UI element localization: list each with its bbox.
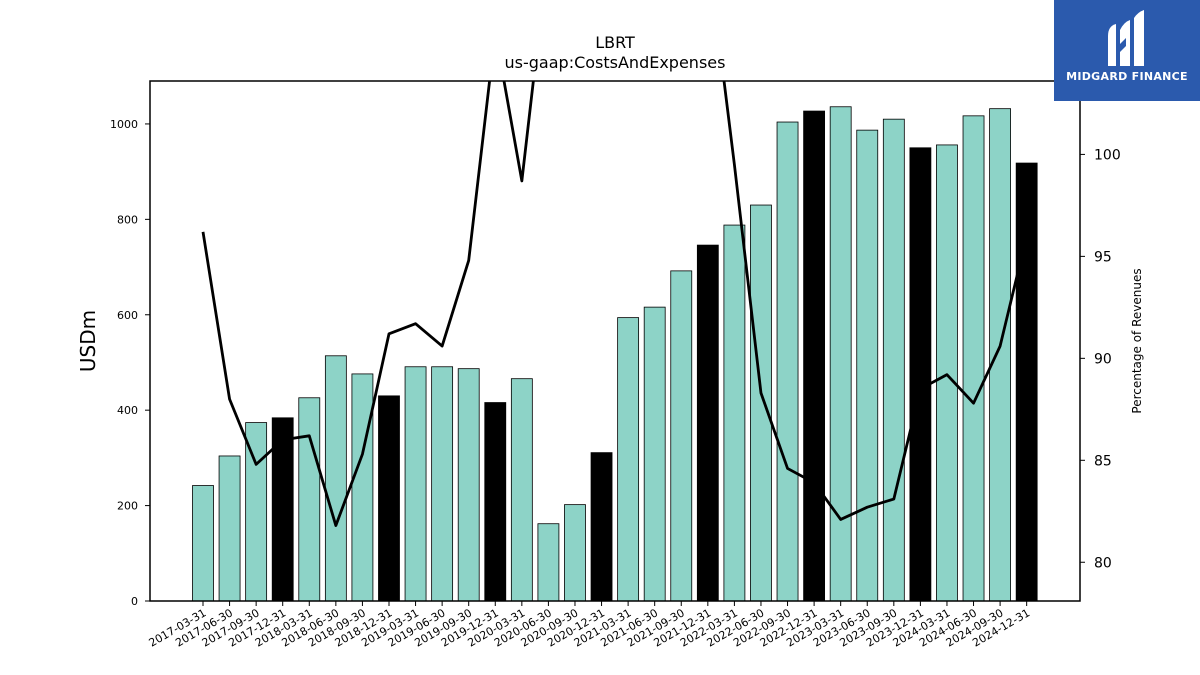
bar-2020-12-31 (590, 452, 613, 602)
bar-2023-03-31 (829, 106, 852, 602)
y2-tick-label: 90 (1094, 351, 1112, 367)
y2-tick-label: 85 (1094, 453, 1112, 469)
y-tick-label: 400 (117, 404, 138, 417)
bar-2023-09-30 (882, 118, 905, 602)
brand-logo: MIDGARD FINANCE (1054, 0, 1200, 101)
midgard-logo-icon (1108, 10, 1144, 66)
bar-2017-03-31 (192, 485, 214, 602)
bar-2022-12-31 (803, 110, 826, 602)
bar-2021-06-30 (643, 306, 666, 602)
bar-2021-03-31 (617, 317, 640, 602)
bar-2020-03-31 (510, 378, 533, 602)
bar-2018-06-30 (324, 355, 347, 602)
bar-2020-09-30 (564, 504, 586, 602)
bar-2019-03-31 (404, 366, 427, 602)
bar-2020-06-30 (537, 523, 560, 602)
bar-2019-12-31 (484, 402, 507, 602)
plot-frame (149, 80, 1081, 602)
bar-2018-09-30 (351, 373, 374, 602)
bar-2022-06-30 (750, 204, 772, 602)
y2-tick-label: 80 (1094, 555, 1112, 571)
bar-2024-09-30 (989, 108, 1011, 602)
bar-2022-09-30 (776, 121, 799, 602)
bar-2024-12-31 (1015, 162, 1038, 602)
y-tick-label: 600 (117, 309, 138, 322)
y-tick-label: 0 (131, 595, 138, 608)
bar-2024-03-31 (936, 144, 958, 602)
bar-2021-12-31 (696, 244, 719, 602)
bar-2024-06-30 (962, 115, 985, 602)
y2-axis-label: Percentage of Revenues (1130, 268, 1144, 413)
bar-2018-12-31 (378, 395, 400, 602)
percentage-line (201, 81, 1029, 527)
bar-2023-06-30 (856, 129, 879, 602)
bar-2023-12-31 (909, 147, 932, 602)
y-axis-label: USDm (76, 310, 100, 372)
chart-subtitle: us-gaap:CostsAndExpenses (505, 53, 726, 72)
bar-2019-06-30 (431, 366, 454, 602)
bar-2021-09-30 (670, 270, 693, 602)
bar-2017-06-30 (218, 455, 241, 602)
bar-2018-03-31 (298, 397, 321, 602)
y-tick-label: 800 (117, 213, 138, 226)
y-tick-label: 200 (117, 500, 138, 513)
logo-text: MIDGARD FINANCE (1066, 70, 1188, 83)
y2-tick-label: 100 (1094, 147, 1121, 163)
bar-2019-09-30 (457, 368, 480, 602)
y-tick-label: 1000 (110, 118, 138, 131)
bar-2022-03-31 (723, 224, 746, 602)
y2-tick-label: 95 (1094, 249, 1112, 265)
chart-title: LBRT (595, 33, 635, 52)
